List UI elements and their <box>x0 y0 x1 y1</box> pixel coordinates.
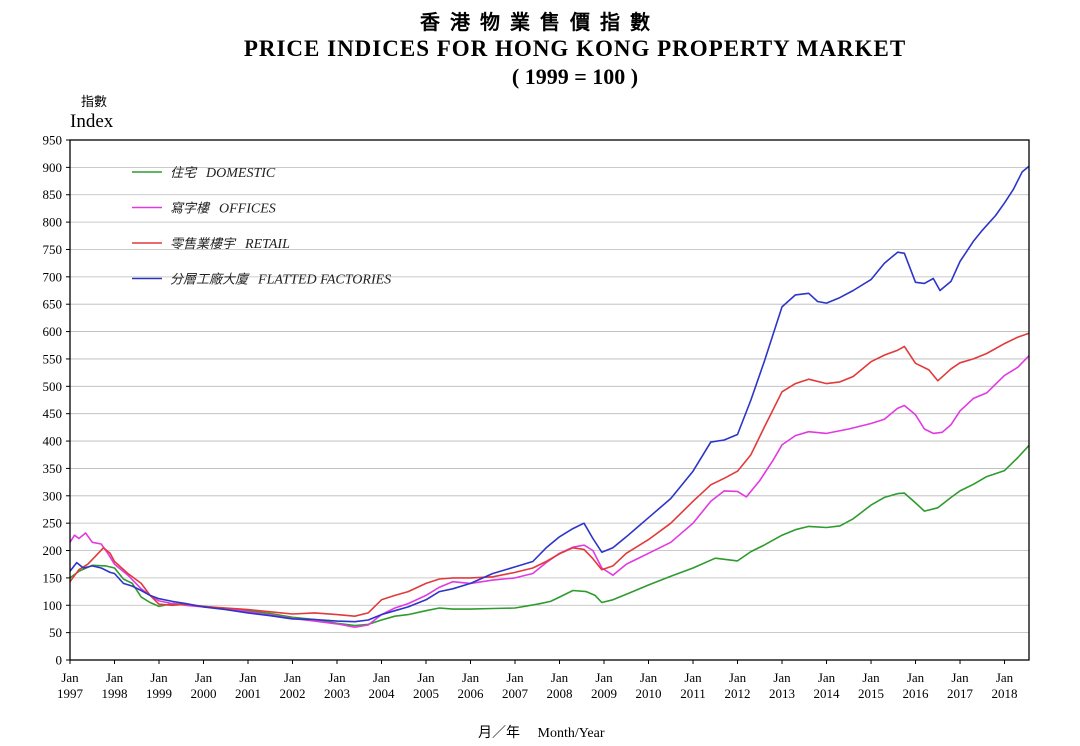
y-tick-label: 750 <box>43 242 63 257</box>
y-tick-label: 900 <box>43 160 63 175</box>
x-tick-year: 2008 <box>547 686 573 701</box>
legend-label-en: DOMESTIC <box>205 166 276 181</box>
x-tick-year: 2017 <box>947 686 974 701</box>
legend-label-zh: 住宅 <box>170 165 198 181</box>
y-tick-label: 600 <box>43 324 63 339</box>
x-tick-year: 2006 <box>458 686 485 701</box>
y-tick-label: 300 <box>43 488 63 503</box>
x-tick-month: Jan <box>551 670 569 685</box>
x-tick-year: 1999 <box>146 686 172 701</box>
x-axis-label-chinese: 月／年 <box>478 725 520 741</box>
chart-title-chinese: 香港物業售價指數 <box>420 10 660 34</box>
y-tick-label: 800 <box>43 215 63 230</box>
y-tick-label: 100 <box>43 598 63 613</box>
x-tick-year: 2016 <box>903 686 930 701</box>
x-tick-month: Jan <box>462 670 480 685</box>
y-tick-label: 150 <box>43 570 63 585</box>
x-tick-year: 2015 <box>858 686 884 701</box>
x-tick-year: 2012 <box>725 686 751 701</box>
y-tick-label: 350 <box>43 461 63 476</box>
x-tick-month: Jan <box>684 670 702 685</box>
x-axis: Jan1997Jan1998Jan1999Jan2000Jan2001Jan20… <box>57 660 1018 701</box>
legend-label-flatted-factories: 分層工廠大廈 FLATTED FACTORIES <box>170 272 391 288</box>
legend-label-en: FLATTED FACTORIES <box>257 273 391 288</box>
legend: 住宅 DOMESTIC 寫字樓 OFFICES 零售業樓宇 RETAIL 分層工廠大廈 FLA… <box>132 165 391 288</box>
series-line-retail <box>69 332 1030 617</box>
y-tick-label: 550 <box>43 351 63 366</box>
y-tick-label: 200 <box>43 543 63 558</box>
y-tick-label: 500 <box>43 379 63 394</box>
legend-label-en: OFFICES <box>219 202 276 217</box>
x-tick-year: 2018 <box>992 686 1018 701</box>
legend-label-domestic: 住宅 DOMESTIC <box>170 165 276 181</box>
x-tick-month: Jan <box>61 670 79 685</box>
y-tick-label: 950 <box>43 133 63 148</box>
x-tick-month: Jan <box>284 670 302 685</box>
x-tick-month: Jan <box>195 670 213 685</box>
x-tick-year: 2010 <box>636 686 662 701</box>
legend-label-zh: 零售業樓宇 <box>170 237 237 252</box>
x-tick-year: 2005 <box>413 686 439 701</box>
legend-label-en: RETAIL <box>244 237 290 252</box>
y-tick-label: 650 <box>43 297 63 312</box>
y-tick-label: 850 <box>43 187 63 202</box>
x-tick-month: Jan <box>951 670 969 685</box>
y-tick-label: 50 <box>49 625 62 640</box>
chart-subtitle: ( 1999 = 100 ) <box>511 64 639 89</box>
plot-frame <box>69 139 1030 661</box>
x-tick-month: Jan <box>640 670 658 685</box>
x-tick-year: 2009 <box>591 686 617 701</box>
y-tick-label: 250 <box>43 516 63 531</box>
x-tick-month: Jan <box>239 670 257 685</box>
x-tick-month: Jan <box>150 670 168 685</box>
x-tick-month: Jan <box>907 670 925 685</box>
x-axis-label: 月／年 Month/Year <box>478 722 605 742</box>
x-tick-year: 2000 <box>191 686 217 701</box>
legend-label-offices: 寫字樓 OFFICES <box>170 201 276 217</box>
x-tick-month: Jan <box>373 670 391 685</box>
x-tick-year: 2001 <box>235 686 261 701</box>
y-axis-label: Index <box>70 111 114 132</box>
x-tick-year: 2013 <box>769 686 795 701</box>
y-tick-label: 400 <box>43 434 63 449</box>
x-tick-month: Jan <box>106 670 124 685</box>
x-tick-year: 2004 <box>369 686 396 701</box>
x-tick-month: Jan <box>328 670 346 685</box>
chart-title: PRICE INDICES FOR HONG KONG PROPERTY MAR… <box>243 36 907 61</box>
series-line-flatted-factories <box>69 165 1030 623</box>
x-axis-label-english: Month/Year <box>537 726 605 741</box>
y-axis: 0 50 100 150 200 250 300 350 400 450 500 550 600 650 7… <box>43 133 70 668</box>
gridlines <box>70 166 1029 634</box>
x-tick-month: Jan <box>818 670 836 685</box>
x-tick-year: 1997 <box>57 686 84 701</box>
y-tick-label: 450 <box>43 406 63 421</box>
x-tick-month: Jan <box>595 670 613 685</box>
x-tick-year: 1998 <box>102 686 128 701</box>
legend-label-zh: 寫字樓 <box>170 201 211 217</box>
x-tick-month: Jan <box>729 670 747 685</box>
x-tick-year: 2003 <box>324 686 350 701</box>
series-line-offices <box>69 355 1030 628</box>
x-tick-year: 2014 <box>814 686 841 701</box>
x-tick-month: Jan <box>417 670 435 685</box>
x-tick-year: 2011 <box>680 686 706 701</box>
y-axis-label-chinese: 指數 <box>81 95 108 110</box>
x-tick-month: Jan <box>862 670 880 685</box>
series-line-domestic <box>69 444 1030 627</box>
y-tick-label: 700 <box>43 269 63 284</box>
series-lines <box>69 165 1030 628</box>
x-tick-year: 2007 <box>502 686 529 701</box>
x-tick-year: 2002 <box>280 686 306 701</box>
x-tick-month: Jan <box>996 670 1014 685</box>
legend-label-retail: 零售業樓宇 RETAIL <box>170 237 290 252</box>
legend-label-zh: 分層工廠大廈 <box>170 272 250 288</box>
x-tick-month: Jan <box>773 670 791 685</box>
y-tick-label: 0 <box>56 653 63 668</box>
x-tick-month: Jan <box>506 670 524 685</box>
